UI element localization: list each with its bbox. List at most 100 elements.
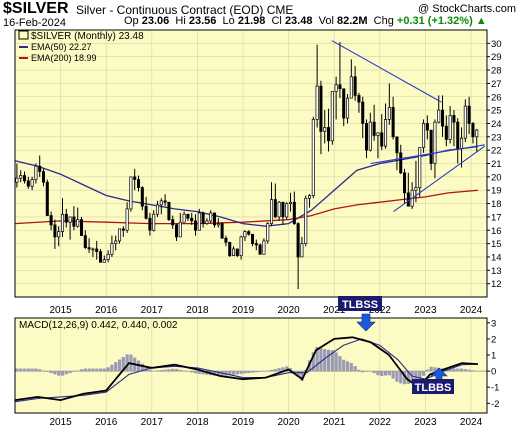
candle-body — [422, 123, 426, 148]
price-legend: $SILVER (Monthly) 23.48 EMA(50) 22.27 EM… — [18, 30, 144, 63]
macd-hist-bar — [277, 368, 281, 372]
candle-body — [342, 88, 346, 119]
macd-hist-bar — [448, 368, 452, 372]
ema200-line — [14, 189, 478, 225]
ema50-line — [14, 145, 478, 227]
macd-hist-bar — [300, 371, 304, 382]
macd-hist-bar — [463, 369, 467, 372]
candle-body — [91, 248, 95, 251]
tlbss-arrow-icon — [356, 313, 376, 332]
macd-hist-bar — [148, 369, 152, 372]
candle-body — [296, 223, 300, 258]
candle-body — [368, 121, 372, 151]
macd-hist-bar — [193, 371, 198, 374]
macd-hist-bar — [228, 371, 232, 376]
macd-hist-bar — [45, 371, 49, 372]
candle-body — [433, 121, 437, 164]
candle-body — [266, 223, 270, 242]
change-label: Chg — [373, 15, 394, 27]
candle-body — [121, 228, 125, 231]
price-y-tick-label: 12 — [491, 279, 502, 290]
macd-hist-bar — [140, 363, 144, 372]
candle-body — [148, 217, 152, 231]
candle-body — [72, 216, 76, 227]
candle-body — [429, 129, 433, 164]
candle-body — [22, 175, 27, 182]
macd-hist-bar — [41, 370, 46, 372]
macd-hist-bar — [152, 370, 156, 372]
candle-body — [288, 201, 293, 204]
trendline — [393, 145, 486, 213]
candle-body — [311, 119, 315, 196]
candle-body — [463, 105, 467, 139]
candle-body — [353, 76, 357, 96]
low-value: 21.98 — [237, 15, 266, 27]
candle-body — [414, 187, 418, 191]
candle-body — [38, 165, 42, 172]
candle-body — [406, 192, 410, 207]
tlbss-label-box — [338, 296, 382, 311]
candle-body — [114, 240, 118, 244]
price-y-tick-label: 29 — [491, 52, 502, 63]
candle-body — [193, 220, 198, 231]
macd-hist-bar — [273, 368, 277, 372]
macd-hist-bar — [372, 371, 376, 374]
candle-body — [357, 95, 361, 103]
candle-body — [326, 127, 331, 142]
macd-hist-bar — [171, 368, 175, 372]
macd-hist-bar — [22, 368, 27, 372]
macd-x-tick-label: 2016 — [95, 417, 118, 428]
macd-hist-bar — [49, 371, 53, 374]
macd-hist-bar — [243, 371, 247, 374]
candle-body — [197, 212, 201, 231]
macd-hist-bar — [79, 369, 84, 372]
macd-hist-bar — [429, 366, 433, 372]
annotation-tlbbs: TLBBS — [412, 367, 454, 394]
candle-body — [41, 171, 46, 183]
macd-y-tick-label: -2 — [491, 399, 499, 410]
macd-hist-bar — [383, 371, 388, 376]
chart-header: $SILVER Silver - Continuous Contract (EO… — [0, 0, 520, 30]
price-y-tick-label: 27 — [491, 79, 502, 90]
price-x-tick-label: 2021 — [323, 305, 346, 316]
macd-x-tick-label: 2015 — [49, 417, 72, 428]
macd-hist-bar — [26, 368, 30, 372]
macd-hist-bar — [254, 371, 258, 373]
macd-hist-bar — [345, 361, 350, 372]
macd-y-tick-label: -1 — [491, 383, 499, 394]
macd-hist-bar — [239, 371, 243, 374]
price-x-tick-label: 2016 — [95, 305, 118, 316]
candle-body — [167, 201, 171, 220]
candle-body — [387, 107, 391, 120]
macd-hist-bar — [285, 366, 289, 372]
ohlc-readout: Op 23.06 Hi 23.56 Lo 21.98 Cl 23.48 Vol … — [124, 15, 487, 27]
macd-y-tick-label: 1 — [491, 351, 496, 362]
ema50-layer — [14, 145, 478, 227]
candle-body — [456, 121, 460, 150]
macd-hist-bar — [406, 371, 410, 385]
macd-hist-bar — [38, 369, 42, 372]
candle-body — [60, 213, 65, 232]
macd-hist-bar — [106, 367, 110, 372]
candle-body — [212, 212, 217, 226]
macd-legend: MACD(12,26,9) 0.442, 0.440, 0.002 — [19, 320, 178, 331]
candle-body — [64, 213, 68, 223]
candle-body — [471, 123, 475, 138]
price-x-tick-label: 2015 — [49, 305, 72, 316]
candle-body — [330, 91, 334, 142]
candle-body — [129, 176, 133, 210]
candle-body — [300, 243, 304, 258]
macd-hist-bar — [342, 359, 346, 372]
macd-y-tick-label: 0 — [491, 367, 496, 378]
macd-hist-bar — [368, 371, 372, 372]
source-credit[interactable]: @ StockCharts.com — [418, 3, 516, 15]
candle-body — [307, 195, 312, 199]
macd-x-tick-label: 2017 — [141, 417, 164, 428]
price-x-tick-label: 2018 — [186, 305, 209, 316]
candle-body — [224, 237, 228, 243]
candle-body — [136, 179, 141, 188]
candle-body — [376, 132, 380, 136]
candle-body — [190, 217, 194, 222]
macd-hist-bar — [421, 371, 426, 376]
macd-hist-bar — [19, 368, 23, 372]
